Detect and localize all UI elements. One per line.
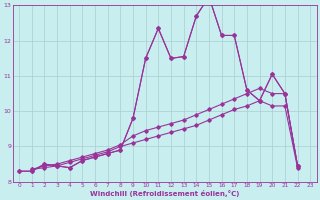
X-axis label: Windchill (Refroidissement éolien,°C): Windchill (Refroidissement éolien,°C) (90, 190, 239, 197)
